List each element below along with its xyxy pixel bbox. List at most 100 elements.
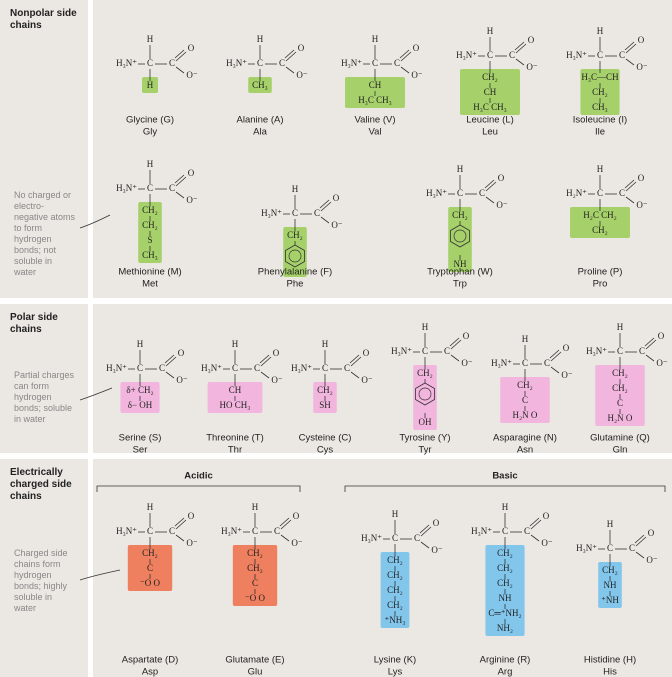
alpha-carbon: C xyxy=(487,50,493,60)
bond xyxy=(165,371,175,379)
side-chain-atom: CH₂ xyxy=(517,380,533,390)
bond xyxy=(420,541,430,549)
oxygen-minus: O⁻ xyxy=(646,555,657,565)
name: Arginine (R) xyxy=(480,655,531,666)
bond xyxy=(449,337,460,347)
bond xyxy=(174,517,185,527)
bond xyxy=(400,66,410,74)
alpha-carbon: C xyxy=(457,188,463,198)
carboxyl-carbon: C xyxy=(619,50,625,60)
alpha-carbon: C xyxy=(322,363,328,373)
side-chain-atom: CH₃ xyxy=(142,250,158,260)
bond xyxy=(260,371,270,379)
name: Leucine (L) xyxy=(466,115,514,126)
amine: H₃N⁺ xyxy=(471,526,492,536)
left-panel xyxy=(0,459,88,677)
atom-h: H xyxy=(137,339,144,349)
side-chain-box xyxy=(127,545,173,591)
carboxyl-carbon: C xyxy=(639,346,645,356)
bond xyxy=(175,534,185,542)
bond xyxy=(624,41,635,51)
bond xyxy=(485,196,495,204)
carboxyl-carbon: C xyxy=(394,58,400,68)
bond xyxy=(625,196,635,204)
arrow xyxy=(79,569,121,581)
alpha-carbon: C xyxy=(607,543,613,553)
side-chain-box xyxy=(448,207,472,272)
alpha-carbon: C xyxy=(147,526,153,536)
side-chain-atom: C xyxy=(252,578,258,588)
alpha-carbon: C xyxy=(522,358,528,368)
atom-h: H xyxy=(422,322,429,332)
name: Glycine (G) xyxy=(126,115,174,126)
side-chain-atom: H₂C CH₂ xyxy=(583,210,617,220)
oxygen: O xyxy=(363,348,370,358)
bond xyxy=(174,174,185,184)
bond xyxy=(625,58,635,66)
oxygen-minus: O⁻ xyxy=(186,538,197,548)
bond xyxy=(529,517,540,527)
abbr: Pro xyxy=(593,279,608,290)
section-title: Polar side chains xyxy=(10,312,58,335)
bond xyxy=(485,181,497,192)
atom-h: H xyxy=(617,322,624,332)
bond xyxy=(550,351,562,362)
alpha-carbon: C xyxy=(137,363,143,373)
side-chain-atom: ⁻O O xyxy=(140,578,161,588)
bond xyxy=(279,517,290,527)
side-chain-atom: C═⁺NH₂ xyxy=(488,608,521,618)
content-panel xyxy=(93,0,672,298)
bond xyxy=(530,519,542,530)
atom-h: H xyxy=(457,164,464,174)
side-chain-atom: H₂N O xyxy=(608,413,633,423)
side-chain-box xyxy=(500,377,550,423)
abbr: His xyxy=(603,667,617,677)
bond xyxy=(550,366,560,374)
amine: H₃N⁺ xyxy=(226,58,247,68)
oxygen: O xyxy=(658,331,665,341)
bond xyxy=(165,356,177,367)
oxygen: O xyxy=(293,511,300,521)
bond xyxy=(450,354,460,362)
name: Tyrosine (Y) xyxy=(399,433,450,444)
bond xyxy=(260,356,272,367)
oxygen: O xyxy=(188,43,195,53)
oxygen: O xyxy=(433,518,440,528)
carboxyl-carbon: C xyxy=(254,363,260,373)
name: Tryptophan (W) xyxy=(427,267,493,278)
carboxyl-carbon: C xyxy=(169,58,175,68)
bond xyxy=(175,519,187,530)
oxygen-minus: O⁻ xyxy=(656,358,667,368)
atom-h: H xyxy=(607,519,614,529)
oxygen: O xyxy=(528,35,535,45)
bond xyxy=(634,534,645,544)
abbr: Trp xyxy=(453,279,467,290)
side-chain-atom: NH xyxy=(499,593,512,603)
bond xyxy=(174,49,185,59)
side-chain-atom: CH xyxy=(369,80,382,90)
bond xyxy=(320,201,332,212)
bond xyxy=(175,51,187,62)
alpha-carbon: C xyxy=(147,183,153,193)
bond xyxy=(349,354,360,364)
atom-h: H xyxy=(147,34,154,44)
bond xyxy=(175,66,185,74)
oxygen-minus: O⁻ xyxy=(331,220,342,230)
abbr: Lys xyxy=(388,667,403,677)
abbr: Asp xyxy=(142,667,158,677)
amine: H₂N⁺ xyxy=(566,188,587,198)
amine: H₃N⁺ xyxy=(116,526,137,536)
left-panel xyxy=(0,304,88,453)
carboxyl-carbon: C xyxy=(159,363,165,373)
bond xyxy=(284,49,295,59)
amine: H₃N⁺ xyxy=(456,50,477,60)
abbr: Arg xyxy=(498,667,513,677)
oxygen: O xyxy=(298,43,305,53)
name: Asparagine (N) xyxy=(493,433,557,444)
side-chain-atom: CH₂ xyxy=(387,600,403,610)
carboxyl-carbon: C xyxy=(629,543,635,553)
oxygen-minus: O⁻ xyxy=(636,200,647,210)
side-chain-atom: CH₂ xyxy=(482,72,498,82)
side-chain-atom: S xyxy=(147,235,152,245)
alpha-carbon: C xyxy=(232,363,238,373)
